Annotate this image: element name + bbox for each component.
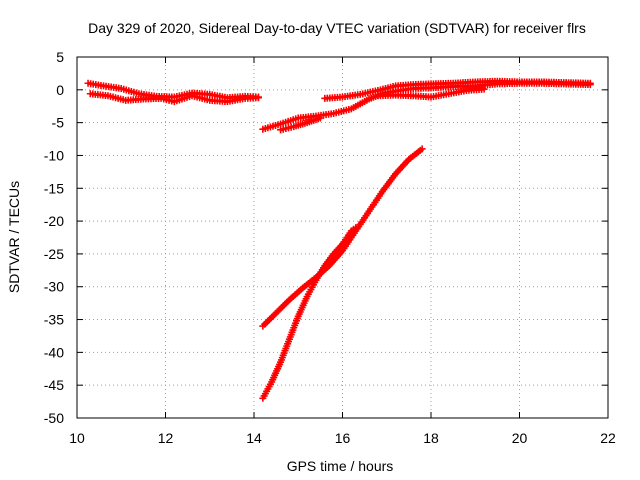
data-point-marker: [418, 145, 426, 153]
tick-labels: 10 12 14 16 18 20 22 5 0 -5 -10 -15 -20 -25 -30 -35 -40 -…: [44, 49, 616, 446]
x-tick-label: 10: [69, 430, 85, 446]
y-tick-label: -40: [44, 344, 64, 360]
series-arc-e: [259, 224, 360, 402]
x-tick-label: 18: [423, 430, 439, 446]
x-tick-label: 12: [158, 430, 174, 446]
x-tick-label: 14: [246, 430, 262, 446]
y-tick-label: -25: [44, 246, 64, 262]
data-point-marker: [352, 224, 360, 232]
chart-title: Day 329 of 2020, Sidereal Day-to-day VTE…: [88, 20, 586, 36]
y-tick-label: -30: [44, 279, 64, 295]
series-arc-c-lower: [374, 85, 488, 101]
x-tick-label: 16: [335, 430, 351, 446]
grid: [77, 57, 608, 418]
y-tick-label: 5: [56, 49, 64, 65]
series-arc-c: [321, 77, 594, 102]
y-tick-label: -5: [52, 115, 65, 131]
data-point-marker: [254, 94, 262, 102]
plot-frame: [76, 56, 609, 419]
y-tick-label: -50: [44, 410, 64, 426]
y-tick-label: -10: [44, 147, 64, 163]
x-tick-label: 20: [512, 430, 528, 446]
series-arc-b-offset: [277, 114, 324, 134]
y-tick-label: -20: [44, 213, 64, 229]
y-axis-label: SDTVAR / TECUs: [6, 181, 22, 293]
data-point-marker: [316, 114, 324, 122]
series-group: [84, 77, 594, 402]
x-tick-label: 22: [600, 430, 616, 446]
y-tick-label: 0: [56, 82, 64, 98]
series-arc-a-lower: [86, 90, 262, 106]
data-point-marker: [586, 79, 594, 87]
y-tick-label: -15: [44, 180, 64, 196]
data-point-marker: [480, 85, 488, 93]
y-tick-label: -35: [44, 312, 64, 328]
y-tick-label: -45: [44, 377, 64, 393]
x-axis-label: GPS time / hours: [287, 458, 394, 474]
